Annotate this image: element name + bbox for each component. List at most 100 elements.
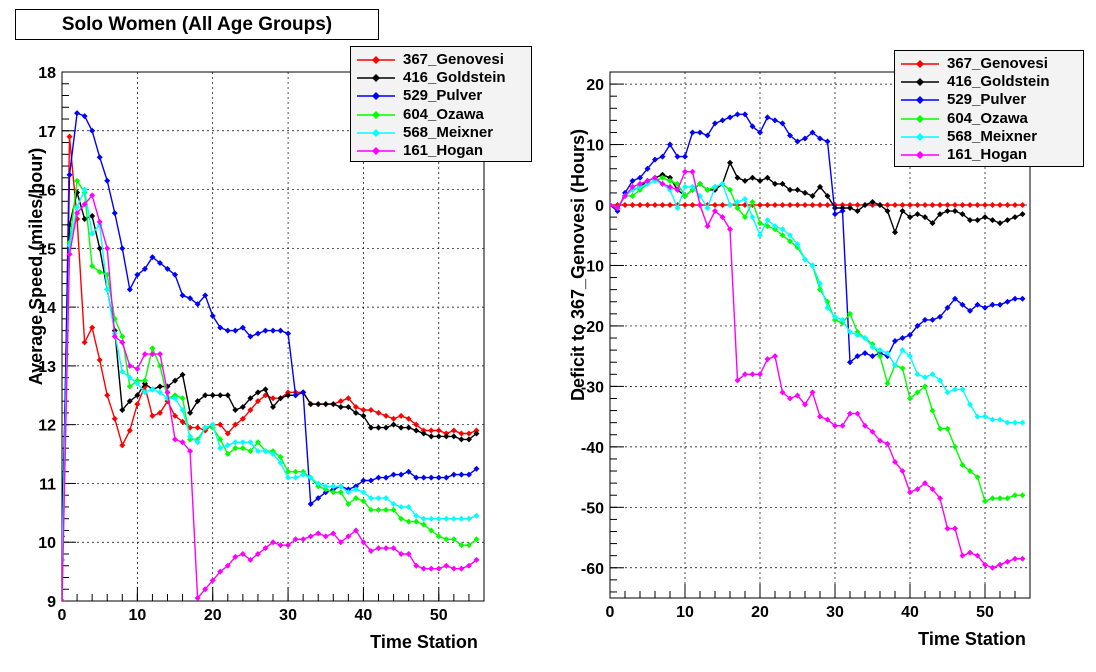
data-point xyxy=(899,208,906,215)
data-point xyxy=(337,489,344,496)
data-point xyxy=(450,536,457,543)
data-point xyxy=(322,533,329,540)
data-point xyxy=(959,552,966,559)
data-point xyxy=(817,413,823,420)
data-point xyxy=(997,561,1003,568)
data-point xyxy=(307,501,314,508)
data-point xyxy=(907,214,913,221)
data-point xyxy=(854,328,861,335)
data-point xyxy=(779,120,786,127)
data-point xyxy=(179,418,186,425)
data-point xyxy=(194,398,201,405)
data-point xyxy=(247,395,254,402)
data-point xyxy=(292,536,299,543)
data-point xyxy=(156,389,163,396)
data-point xyxy=(944,304,951,311)
data-point xyxy=(89,262,96,269)
data-point xyxy=(217,568,224,575)
data-point xyxy=(390,415,397,422)
data-point xyxy=(997,301,1003,308)
data-point xyxy=(383,495,390,502)
data-point xyxy=(330,401,337,408)
data-point xyxy=(847,202,853,209)
data-point xyxy=(899,365,906,372)
data-point xyxy=(749,198,756,205)
legend-marker xyxy=(901,114,939,123)
data-point xyxy=(982,304,988,311)
data-point xyxy=(944,525,951,532)
data-point xyxy=(224,392,231,399)
data-point xyxy=(443,562,450,569)
data-point xyxy=(375,506,382,513)
data-point xyxy=(622,202,628,209)
data-point xyxy=(270,395,276,402)
data-point xyxy=(922,202,928,209)
data-point xyxy=(824,138,831,145)
data-point xyxy=(232,553,239,560)
legend-marker xyxy=(357,110,395,119)
data-point xyxy=(727,186,733,193)
data-point xyxy=(944,208,951,215)
data-point xyxy=(270,327,276,334)
legend-label: 604_Ozawa xyxy=(403,105,484,123)
data-point xyxy=(96,218,103,225)
data-point xyxy=(832,211,838,218)
data-point xyxy=(292,474,299,481)
data-point xyxy=(637,174,643,181)
y-tick-label: 16 xyxy=(38,183,56,200)
legend-label: 416_Goldstein xyxy=(403,69,506,87)
data-point xyxy=(959,202,966,209)
data-point xyxy=(292,392,299,399)
y-tick-label: -40 xyxy=(581,440,604,457)
data-point xyxy=(134,271,141,278)
legend-label: 529_Pulver xyxy=(947,91,1027,109)
data-point xyxy=(982,561,988,568)
data-point xyxy=(202,392,209,399)
data-point xyxy=(757,129,763,136)
data-point xyxy=(96,357,103,364)
legend-item-367_Genovesi: 367_Genovesi xyxy=(895,55,1083,73)
data-point xyxy=(892,202,898,209)
data-point xyxy=(307,401,314,408)
data-point xyxy=(315,495,322,502)
data-point xyxy=(749,123,756,130)
data-point xyxy=(794,392,801,399)
data-point xyxy=(413,562,420,569)
legend-marker xyxy=(357,74,395,83)
data-point xyxy=(629,177,636,184)
data-point xyxy=(929,486,936,493)
data-point xyxy=(247,406,254,413)
data-point xyxy=(772,202,778,209)
data-point xyxy=(952,295,958,302)
data-point xyxy=(300,536,307,543)
data-point xyxy=(967,307,973,314)
data-point xyxy=(141,377,148,384)
data-point xyxy=(209,312,216,319)
data-point xyxy=(667,174,673,181)
data-point xyxy=(967,468,973,475)
data-point xyxy=(937,425,943,432)
data-point xyxy=(644,202,651,209)
data-point xyxy=(398,550,405,557)
data-point xyxy=(982,498,988,505)
data-point xyxy=(443,515,450,522)
x-tick-label: 0 xyxy=(606,604,615,621)
data-point xyxy=(652,156,658,163)
data-point xyxy=(405,550,412,557)
data-point xyxy=(270,539,276,546)
legend-marker xyxy=(357,128,395,137)
data-point xyxy=(697,202,703,209)
data-point xyxy=(689,168,696,175)
data-point xyxy=(81,215,88,222)
data-point xyxy=(742,371,748,378)
data-point xyxy=(81,186,88,193)
data-point xyxy=(375,545,382,552)
data-point xyxy=(367,424,374,431)
data-point xyxy=(869,353,876,360)
data-point xyxy=(172,395,179,402)
legend-item-604_Ozawa: 604_Ozawa xyxy=(895,110,1083,128)
data-point xyxy=(734,205,741,212)
data-point xyxy=(262,545,269,552)
data-point xyxy=(959,211,966,218)
data-point xyxy=(839,202,846,209)
